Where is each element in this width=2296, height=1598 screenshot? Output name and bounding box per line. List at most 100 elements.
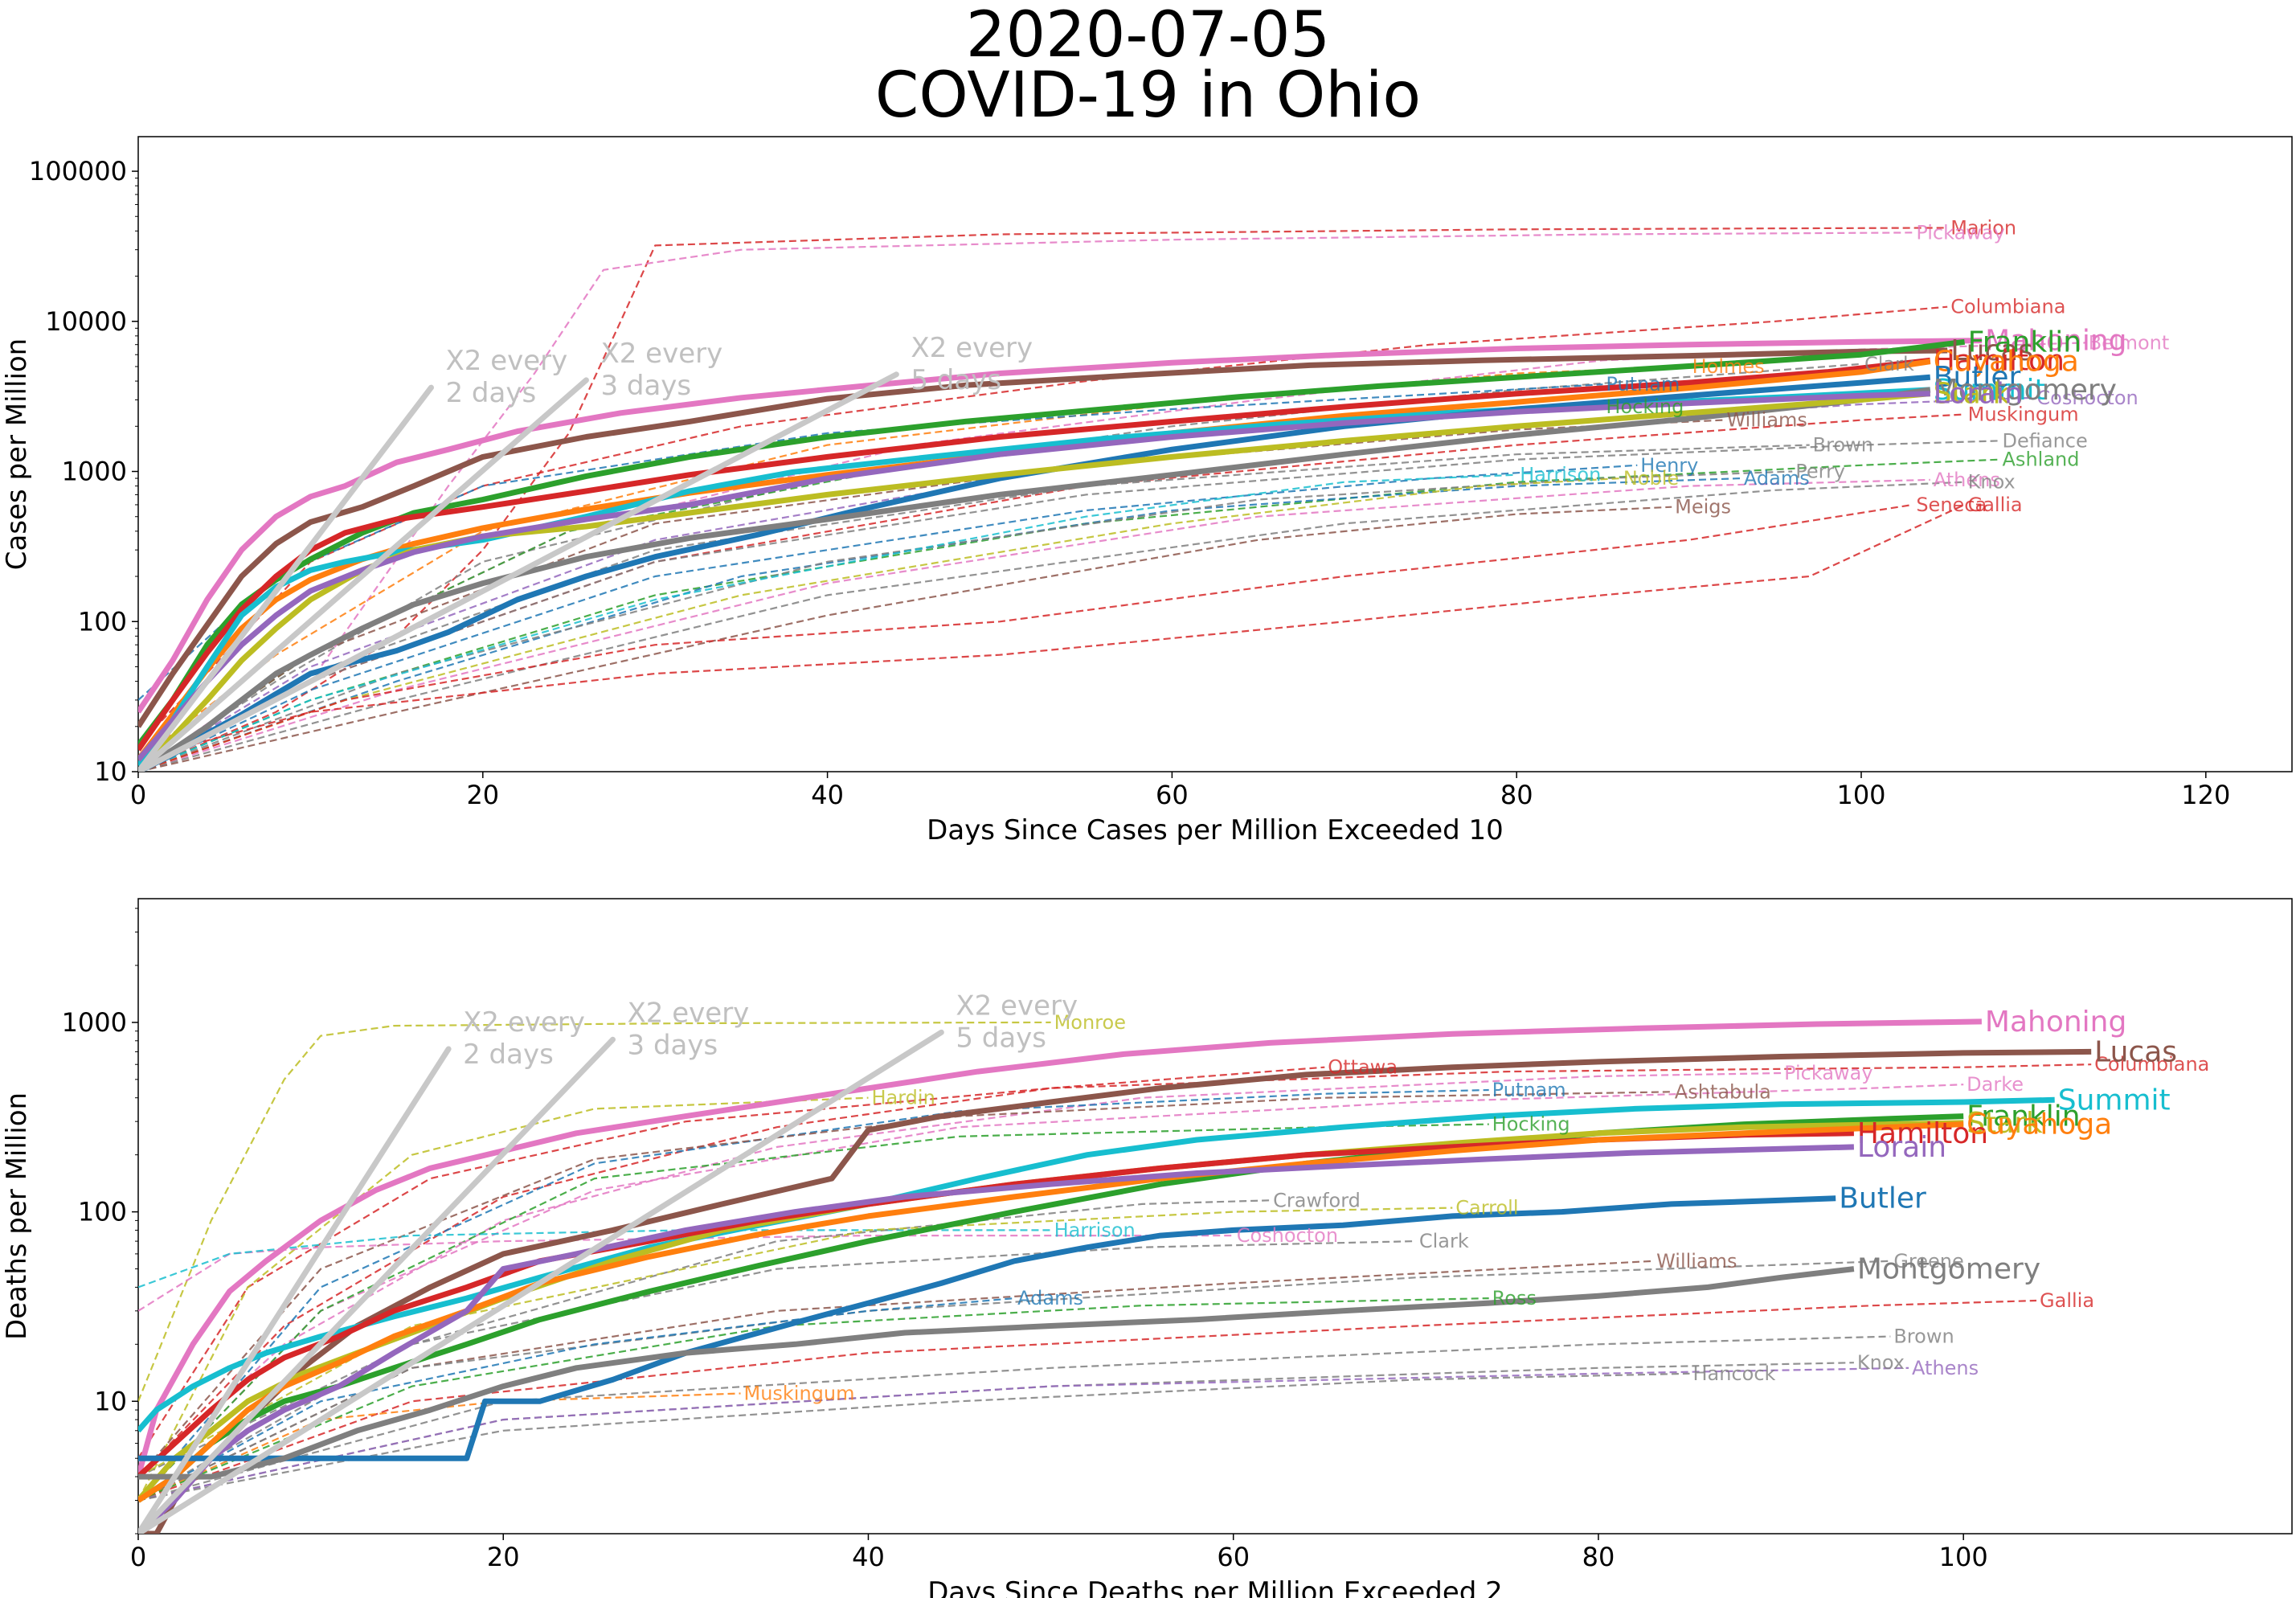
series-line-knox <box>138 1362 1854 1502</box>
series-label-butler: Butler <box>1839 1182 1926 1215</box>
series-label-adams: Adams <box>1017 1287 1083 1309</box>
series-label-hocking: Hocking <box>1492 1113 1570 1136</box>
series-line-noble <box>138 477 1620 772</box>
x-tick-label: 20 <box>466 780 499 810</box>
series-label-athens: Athens <box>1934 469 2000 491</box>
series-label-ross: Ross <box>1492 1287 1537 1309</box>
series-line-harrison <box>138 473 1517 772</box>
series-label-montgomery: Montgomery <box>1934 374 2117 407</box>
series-label-brown: Brown <box>1893 1326 1954 1348</box>
y-tick-label: 100000 <box>29 156 127 186</box>
series-line-adams <box>138 1297 1015 1502</box>
series-label-monroe: Monroe <box>1054 1011 1126 1034</box>
y-tick-label: 1000 <box>62 1007 127 1038</box>
series-line-columbiana <box>138 1063 2092 1459</box>
guide-line-2 <box>138 1036 616 1534</box>
x-tick-label: 60 <box>1217 1542 1250 1572</box>
series-line-cuyahoga <box>138 359 1931 762</box>
x-tick-label: 120 <box>2181 780 2230 810</box>
series-label-carroll: Carroll <box>1455 1197 1518 1219</box>
series-line-hancock <box>138 1372 1690 1502</box>
series-line-brown <box>138 444 1810 772</box>
series-label-lorain: Lorain <box>1857 1131 1946 1164</box>
series-label-columbiana: Columbiana <box>2094 1053 2209 1076</box>
series-line-carroll <box>138 1207 1453 1478</box>
guide-label-line1: X2 every <box>445 345 567 377</box>
series-label-franklin: Franklin <box>1967 1100 2080 1133</box>
series-label-williams: Williams <box>1656 1250 1737 1272</box>
guide-label-line2: 2 days <box>445 377 536 409</box>
chart-panel-2: 0 20 40 60 80 100 10 100 1000 Days Since Deaths p… <box>1 898 2293 1598</box>
guide-line-3 <box>138 371 899 772</box>
y-axis-label: Deaths per Million <box>1 1092 33 1340</box>
series-label-harrison: Harrison <box>1520 464 1601 486</box>
series-label-cuyahoga: Cuyahoga <box>1934 346 2079 379</box>
series-label-lorain: Lorain <box>1934 378 2023 411</box>
series-label-muskingum: Muskingum <box>1968 404 2079 426</box>
series-label-stark: Stark <box>1967 1107 2043 1140</box>
series-line-meigs <box>138 506 1672 772</box>
series-label-greene: Greene <box>1893 1250 1963 1272</box>
x-tick-label: 60 <box>1156 780 1189 810</box>
series-label-putnam: Putnam <box>1492 1079 1566 1101</box>
series-label-butler: Butler <box>1934 361 2021 394</box>
series-line-hocking <box>138 1123 1489 1502</box>
series-label-coshocton: Coshocton <box>2036 387 2138 409</box>
series-label-ashtabula: Ashtabula <box>1675 1080 1771 1103</box>
x-axis-label: Days Since Deaths per Million Exceeded 2 <box>927 1576 1503 1598</box>
series-line-stark <box>138 391 1931 772</box>
series-label-defiance: Defiance <box>2003 429 2088 452</box>
plot-frame <box>137 136 2293 772</box>
series-line-hamilton <box>138 357 1931 752</box>
x-tick-label: 0 <box>130 1542 146 1572</box>
series-label-summit: Summit <box>2058 1084 2171 1117</box>
guide-label-line2: 2 days <box>463 1039 554 1071</box>
series-line-lucas <box>138 347 1948 728</box>
y-tick-label: 10 <box>94 1386 127 1416</box>
series-label-franklin: Franklin <box>1968 326 2081 359</box>
series-line-williams <box>138 419 1724 772</box>
series-label-hocking: Hocking <box>1606 395 1684 418</box>
series-label-clark: Clark <box>1864 353 1914 375</box>
series-line-athens <box>138 478 1930 772</box>
series-line-putnam <box>138 383 1603 701</box>
series-label-holmes: Holmes <box>1692 355 1765 378</box>
series-label-stark: Stark <box>1934 378 2010 411</box>
series-line-harrison <box>138 1229 1051 1289</box>
series-label-henry: Henry <box>1640 454 1698 477</box>
y-tick-label: 10 <box>94 756 127 787</box>
series-label-mahoning: Mahoning <box>1985 1006 2126 1039</box>
series-label-muskingum: Muskingum <box>743 1383 854 1405</box>
guide-label-line1: X2 every <box>600 338 722 370</box>
x-tick-label: 40 <box>811 780 844 810</box>
y-axis-label: Cases per Million <box>1 338 33 571</box>
series-label-summit: Summit <box>1934 374 2046 407</box>
guide-line-1 <box>138 384 434 772</box>
series-line-pickaway <box>138 1071 1782 1477</box>
x-tick-label: 100 <box>1836 780 1885 810</box>
series-label-pickaway: Pickaway <box>1916 221 2005 244</box>
series-line-gallia <box>138 1299 2037 1502</box>
series-line-gallia <box>138 503 1966 761</box>
series-label-perry: Perry <box>1795 461 1845 483</box>
series-label-meigs: Meigs <box>1675 496 1731 518</box>
plot-area <box>138 1018 2092 1534</box>
series-label-clark: Clark <box>1419 1230 1469 1252</box>
series-label-seneca: Seneca <box>1916 494 1987 516</box>
plot-frame <box>137 898 2293 1534</box>
series-line-adams <box>138 477 1741 772</box>
series-line-montgomery <box>138 1266 1855 1480</box>
series-label-adams: Adams <box>1744 467 1810 490</box>
guide-label-line1: X2 every <box>463 1006 585 1039</box>
x-tick-label: 80 <box>1500 780 1533 810</box>
guide-label-line1: X2 every <box>911 332 1033 364</box>
series-label-columbiana: Columbiana <box>1950 296 2065 318</box>
series-line-cuyahoga <box>138 1121 1964 1503</box>
series-label-ashland: Ashland <box>2003 449 2080 471</box>
guide-label-line2: 3 days <box>628 1029 718 1061</box>
series-label-cuyahoga: Cuyahoga <box>1967 1108 2112 1141</box>
y-tick-label: 1000 <box>62 457 127 487</box>
series-line-mahoning <box>138 1018 1982 1478</box>
